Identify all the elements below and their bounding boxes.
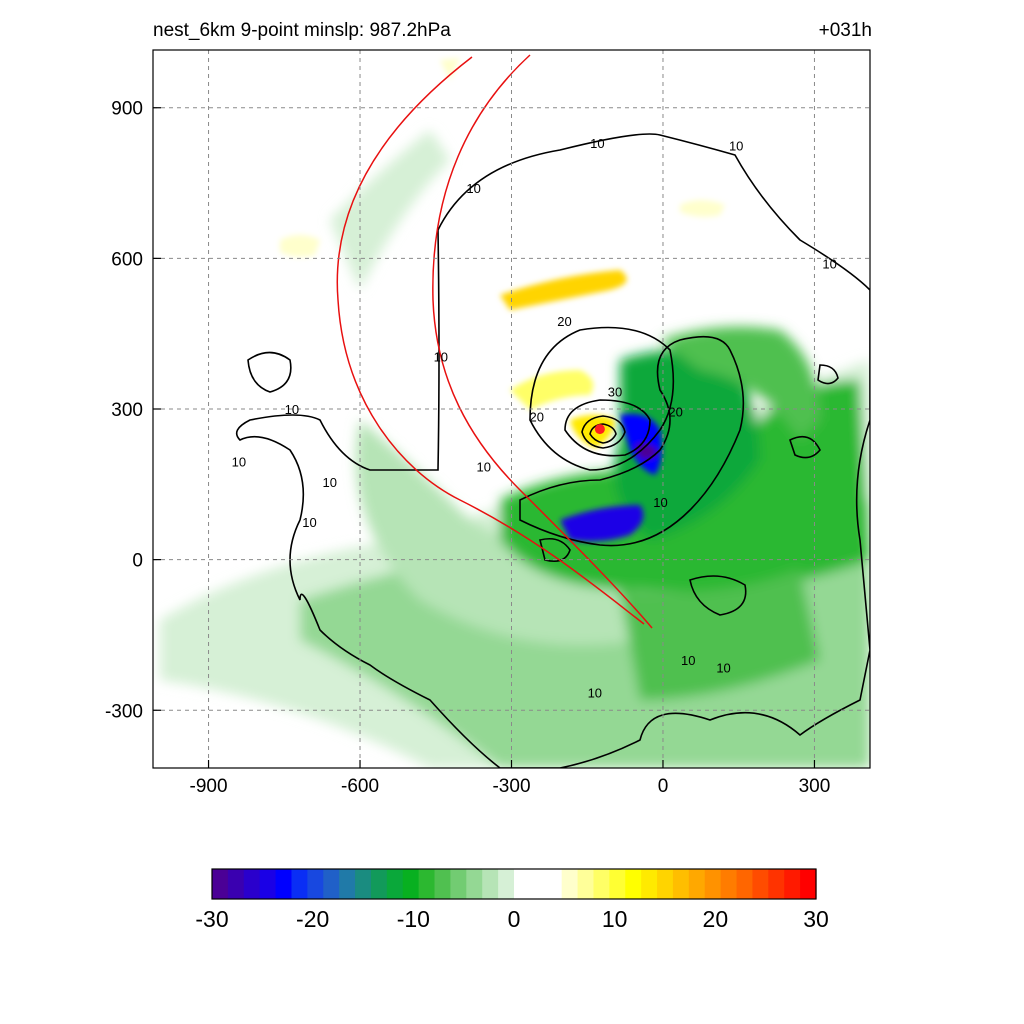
colorbar-swatch (434, 869, 452, 899)
colorbar-swatch (418, 869, 436, 899)
colorbar-swatch (402, 869, 420, 899)
contour-label: 10 (822, 256, 836, 271)
colorbar-swatch (561, 869, 579, 899)
x-tick-label: 0 (658, 776, 669, 797)
colorbar-swatch (291, 869, 308, 899)
colorbar-swatch (529, 869, 547, 899)
colorbar-swatch (466, 869, 483, 899)
y-tick-label: 0 (132, 551, 143, 572)
y-tick-label: 300 (111, 400, 143, 421)
contour-label: 10 (466, 181, 480, 196)
contour-label: 10 (590, 136, 604, 151)
x-tick-label: -600 (341, 776, 379, 797)
colorbar-swatch (450, 869, 467, 899)
plot-title: nest_6km 9-point minslp: 987.2hPa (153, 20, 451, 41)
track-lines (336, 54, 653, 629)
colorbar-swatch (514, 869, 531, 899)
contour-label: 10 (434, 349, 448, 364)
colorbar-swatch (784, 869, 801, 899)
colorbar-tick-label: -20 (296, 906, 329, 932)
contour-label: 10 (285, 402, 299, 417)
colorbar-swatch (720, 869, 738, 899)
colorbar-tick-label: -30 (195, 906, 228, 932)
colorbar-swatch (259, 869, 277, 899)
colorbar-swatch (339, 869, 356, 899)
contour-label: 20 (557, 314, 571, 329)
y-axis: -300 0 300 600 900 (105, 99, 161, 722)
colorbar-swatch (593, 869, 610, 899)
colorbar-swatch (498, 869, 515, 899)
storm-center-marker (594, 424, 605, 435)
y-tick-label: -300 (105, 701, 143, 722)
colorbar-frame (211, 868, 817, 900)
colorbar-swatch (672, 869, 690, 899)
colorbar-swatch (386, 869, 404, 899)
colorbar-swatch (355, 869, 372, 899)
contour-label: 10 (302, 515, 316, 530)
colorbar-swatch (482, 869, 499, 899)
y-tick-label: 900 (111, 99, 143, 120)
colorbar-swatch (768, 869, 785, 899)
colorbar-swatch (657, 869, 674, 899)
contour-label: 10 (322, 475, 336, 490)
contour-label: 20 (530, 410, 544, 425)
y-tick-label: 600 (111, 249, 143, 270)
colorbar-swatch (704, 869, 722, 899)
colorbar-swatch (323, 869, 340, 899)
contour-label: 10 (476, 460, 490, 475)
colorbar: -30 -20 -10 0 10 20 30 (195, 868, 829, 932)
colorbar-tick-label: 0 (508, 906, 521, 932)
contour-label: 20 (668, 405, 682, 420)
colorbar-swatch (800, 869, 817, 899)
colorbar-tick-label: 30 (803, 906, 829, 932)
colorbar-swatch (275, 869, 293, 899)
contour-label: 10 (232, 455, 246, 470)
colorbar-swatch (212, 869, 229, 899)
x-tick-label: 300 (799, 776, 831, 797)
contour-label: 10 (588, 686, 602, 701)
colorbar-swatch (370, 869, 388, 899)
contour-label: 30 (608, 384, 622, 399)
x-tick-label: -300 (492, 776, 530, 797)
colorbar-swatch (227, 869, 245, 899)
colorbar-swatch (609, 869, 626, 899)
contour-label: 10 (716, 661, 730, 676)
colorbar-swatch (625, 869, 642, 899)
contour-label: 10 (729, 138, 743, 153)
contour-lines (235, 133, 870, 768)
contour-labels: 10 10 10 10 20 10 30 20 20 10 10 10 10 10 10 10 10 10 (232, 136, 837, 701)
forecast-hour-label: +031h (818, 20, 872, 41)
colorbar-swatch (307, 869, 324, 899)
x-axis: -900 -600 -300 0 300 (190, 760, 831, 797)
colorbar-tick-label: 20 (703, 906, 729, 932)
colorbar-swatch (545, 869, 563, 899)
colorbar-swatch (243, 869, 261, 899)
colorbar-swatch (752, 869, 769, 899)
colorbar-swatch (577, 869, 595, 899)
colorbar-tick-label: -10 (397, 906, 430, 932)
x-tick-label: -900 (190, 776, 228, 797)
colorbar-swatch (736, 869, 754, 899)
colorbar-swatch (688, 869, 706, 899)
colorbar-swatch (641, 869, 658, 899)
colorbar-tick-label: 10 (602, 906, 628, 932)
contour-label: 10 (681, 653, 695, 668)
shaded-field (160, 58, 870, 768)
contour-label: 10 (653, 495, 667, 510)
